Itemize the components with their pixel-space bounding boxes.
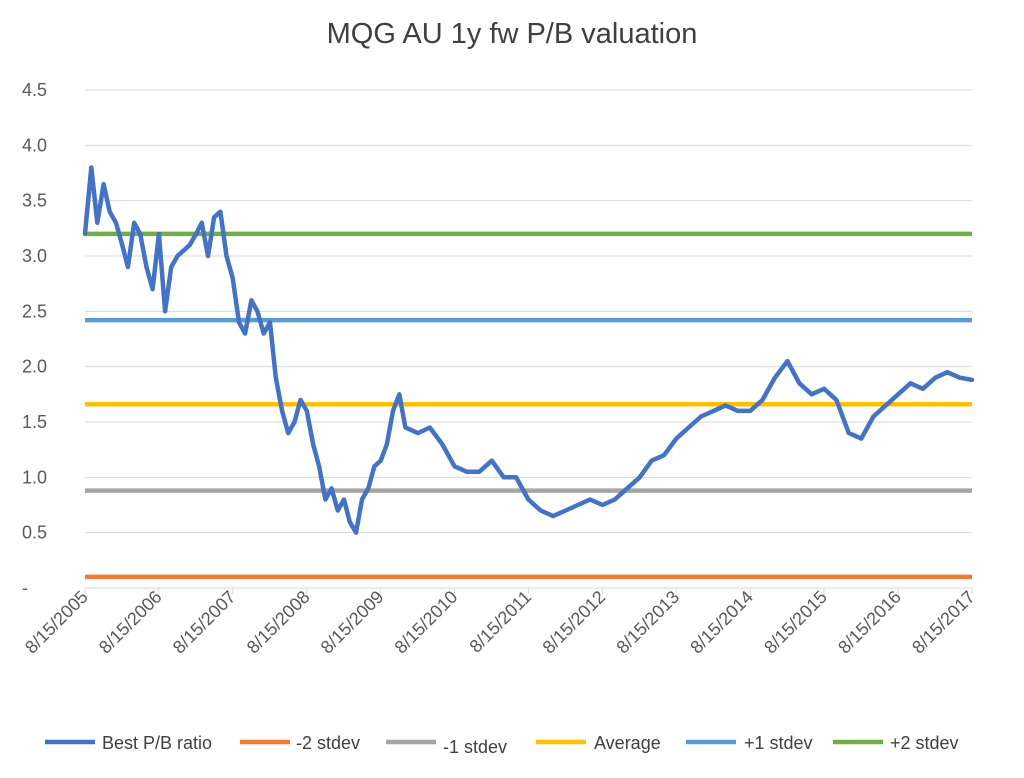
gridlines	[85, 89, 972, 534]
legend-label-2-stdev: +2 stdev	[890, 733, 959, 753]
x-tick-label: 8/15/2008	[243, 587, 314, 658]
x-tick-label: 8/15/2017	[908, 587, 979, 658]
x-tick-label: 8/15/2010	[391, 587, 462, 658]
chart-title: MQG AU 1y fw P/B valuation	[327, 18, 698, 50]
y-tick-label: 2.0	[22, 357, 47, 377]
legend-label-1-stdev: -1 stdev	[443, 737, 507, 757]
y-tick-label: -	[22, 578, 28, 598]
x-tick-label: 8/15/2006	[95, 587, 166, 658]
x-tick-label: 8/15/2013	[612, 587, 683, 658]
y-tick-label: 0.5	[22, 523, 47, 543]
x-tick-label: 8/15/2016	[834, 587, 905, 658]
y-tick-label: 4.0	[22, 135, 47, 155]
legend-label-2-stdev: -2 stdev	[296, 733, 360, 753]
legend-label-average: Average	[594, 733, 661, 753]
x-tick-labels: 8/15/2005 8/15/2006 8/15/2007 8/15/2008 8/15…	[21, 587, 979, 658]
series-line-best-pb-ratio	[82, 165, 975, 535]
y-tick-label: 4.5	[22, 80, 47, 100]
x-tick-label: 8/15/2014	[686, 587, 757, 658]
x-tick-label: 8/15/2011	[465, 587, 535, 657]
x-tick-label: 8/15/2009	[317, 587, 388, 658]
y-tick-label: 2.5	[22, 301, 47, 321]
y-tick-labels: - 0.5 1.0 1.5 2.0 2.5 3.0 3.5 4.0 4.5	[22, 80, 47, 598]
y-tick-label: 1.0	[22, 467, 47, 487]
x-tick-label: 8/15/2005	[21, 587, 92, 658]
series-layer	[82, 165, 975, 535]
x-tick-label: 8/15/2015	[760, 587, 831, 658]
x-tick-label: 8/15/2012	[539, 587, 610, 658]
y-tick-label: 3.0	[22, 246, 47, 266]
y-tick-label: 3.5	[22, 191, 47, 211]
y-tick-label: 1.5	[22, 412, 47, 432]
legend-label-1-stdev: +1 stdev	[744, 733, 813, 753]
legend: Best P/B ratio -2 stdev -1 stdev Average +1 …	[45, 733, 959, 757]
x-tick-label: 8/15/2007	[169, 587, 240, 658]
legend-label-best-p-b-ratio: Best P/B ratio	[102, 733, 212, 753]
reference-lines	[85, 231, 972, 580]
